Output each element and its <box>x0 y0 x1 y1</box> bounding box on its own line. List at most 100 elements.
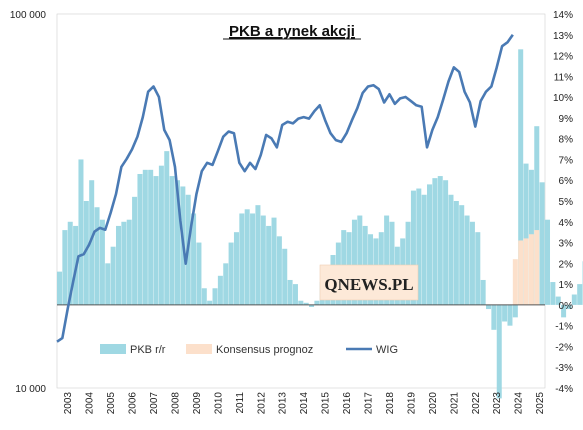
gdp-bar <box>432 178 438 305</box>
gdp-bar <box>67 221 73 305</box>
gdp-bar <box>239 213 245 305</box>
gdp-bar <box>105 263 111 305</box>
forecast-bar <box>534 230 540 305</box>
gdp-bar <box>298 300 304 305</box>
gdp-bar <box>62 230 68 305</box>
gdp-bar <box>314 300 320 305</box>
gdp-bar <box>427 184 433 305</box>
gdp-bar <box>555 296 561 305</box>
gdp-bar <box>416 188 422 305</box>
right-axis-tick-label: 13% <box>553 31 573 42</box>
plot-frame <box>56 13 546 389</box>
gdp-bar <box>459 205 465 305</box>
x-axis-tick-label: 2011 <box>235 392 246 414</box>
x-axis-tick-label: 2022 <box>471 392 482 415</box>
legend: PKB r/r Konsensus prognoz WIG <box>100 344 398 356</box>
chart-title: PKB a rynek akcji <box>229 23 355 40</box>
gdp-bar <box>250 213 256 305</box>
gdp-bar <box>57 271 63 305</box>
watermark-box <box>319 264 419 301</box>
x-axis-tick-label: 2020 <box>428 392 439 415</box>
gdp-bar <box>437 176 443 305</box>
gdp-bar <box>89 180 95 305</box>
gdp-bar <box>115 225 121 305</box>
gdp-bar <box>453 201 459 305</box>
gdp-bar <box>469 221 475 305</box>
gdp-bar <box>217 275 223 305</box>
gdp-bar <box>266 225 272 305</box>
gdp-bar <box>142 169 148 305</box>
gdp-bar <box>196 242 202 305</box>
gdp-bar <box>389 221 395 305</box>
right-axis-tick-label: 3% <box>559 239 574 250</box>
gdp-bar <box>545 219 551 305</box>
x-axis-tick-label: 2013 <box>278 392 289 415</box>
gdp-bar <box>137 173 143 305</box>
right-axis-tick-label: -4% <box>555 384 573 395</box>
gdp-bar <box>212 288 218 305</box>
x-axis-tick-label: 2009 <box>192 392 203 415</box>
right-axis-tick-label: 8% <box>559 135 574 146</box>
wig-series-line <box>56 34 514 343</box>
gdp-bar <box>480 279 486 305</box>
right-axis-ticks: 14% 13% 12% 11% 10% 9% 8% 7% 6% 5% 4% 3% 2% 1% 0% -1% -2… <box>553 10 573 395</box>
gdp-bar <box>496 304 502 399</box>
gdp-bar <box>523 163 529 305</box>
forecast-bar <box>528 234 534 305</box>
forecast-bar <box>523 238 529 305</box>
legend-label-wig: WIG <box>376 344 398 356</box>
gdp-bar <box>534 126 540 305</box>
gdp-bar <box>207 300 213 305</box>
gdp-bar <box>110 246 116 305</box>
x-axis-tick-label: 2018 <box>385 392 396 415</box>
x-axis-tick-label: 2008 <box>170 392 181 415</box>
right-axis-tick-label: 0% <box>559 301 574 312</box>
x-axis-tick-label: 2019 <box>406 392 417 415</box>
right-axis-tick-label: 10% <box>553 93 573 104</box>
x-axis-tick-label: 2003 <box>63 392 74 415</box>
gdp-bar <box>223 263 229 305</box>
gdp-bar <box>475 232 481 305</box>
legend-swatch-gdp <box>100 344 126 354</box>
gdp-bar <box>550 282 556 305</box>
right-axis-tick-label: 7% <box>559 155 574 166</box>
right-axis-tick-label: 4% <box>559 218 574 229</box>
right-axis-tick-label: -1% <box>555 322 573 333</box>
x-axis-tick-label: 2015 <box>321 392 332 415</box>
gdp-bar <box>384 215 390 305</box>
gdp-bar <box>233 232 239 305</box>
legend-label-forecast: Konsensus prognoz <box>216 344 313 356</box>
gdp-bar <box>244 209 250 305</box>
gdp-bar <box>502 304 508 322</box>
gdp-bar <box>174 180 180 305</box>
left-axis-ticks: 100 000 10 000 <box>10 10 47 395</box>
left-axis-tick-label: 100 000 <box>10 10 47 21</box>
gdp-bar <box>83 201 89 305</box>
gdp-bar <box>357 215 363 305</box>
gdp-bar <box>491 304 497 330</box>
gdp-bar <box>571 294 577 305</box>
right-axis-tick-label: 9% <box>559 114 574 125</box>
gdp-bar <box>309 304 315 307</box>
gdp-bar <box>486 304 492 310</box>
gdp-bar <box>169 176 175 305</box>
x-axis-ticks: 2003 2004 2005 2006 2007 2008 2009 2010 2011 2012… <box>63 392 546 415</box>
right-axis-tick-label: 1% <box>559 280 574 291</box>
legend-swatch-forecast <box>186 344 212 354</box>
gdp-bar <box>99 219 105 305</box>
gdp-bar <box>132 196 138 305</box>
left-axis-tick-label: 10 000 <box>15 384 46 395</box>
gdp-bar <box>276 236 282 305</box>
gdp-bar <box>512 304 518 318</box>
gdp-bar <box>410 190 416 305</box>
gdp-bar <box>282 248 288 305</box>
gdp-bar <box>292 284 298 305</box>
gdp-bar <box>271 217 277 305</box>
forecast-bar <box>512 259 518 305</box>
x-axis-tick-label: 2021 <box>449 392 460 415</box>
right-axis-tick-label: -3% <box>555 363 573 374</box>
gdp-bar <box>148 169 154 305</box>
x-axis-tick-label: 2007 <box>149 392 160 415</box>
gdp-bar <box>421 194 427 305</box>
forecast-bars <box>512 230 540 305</box>
